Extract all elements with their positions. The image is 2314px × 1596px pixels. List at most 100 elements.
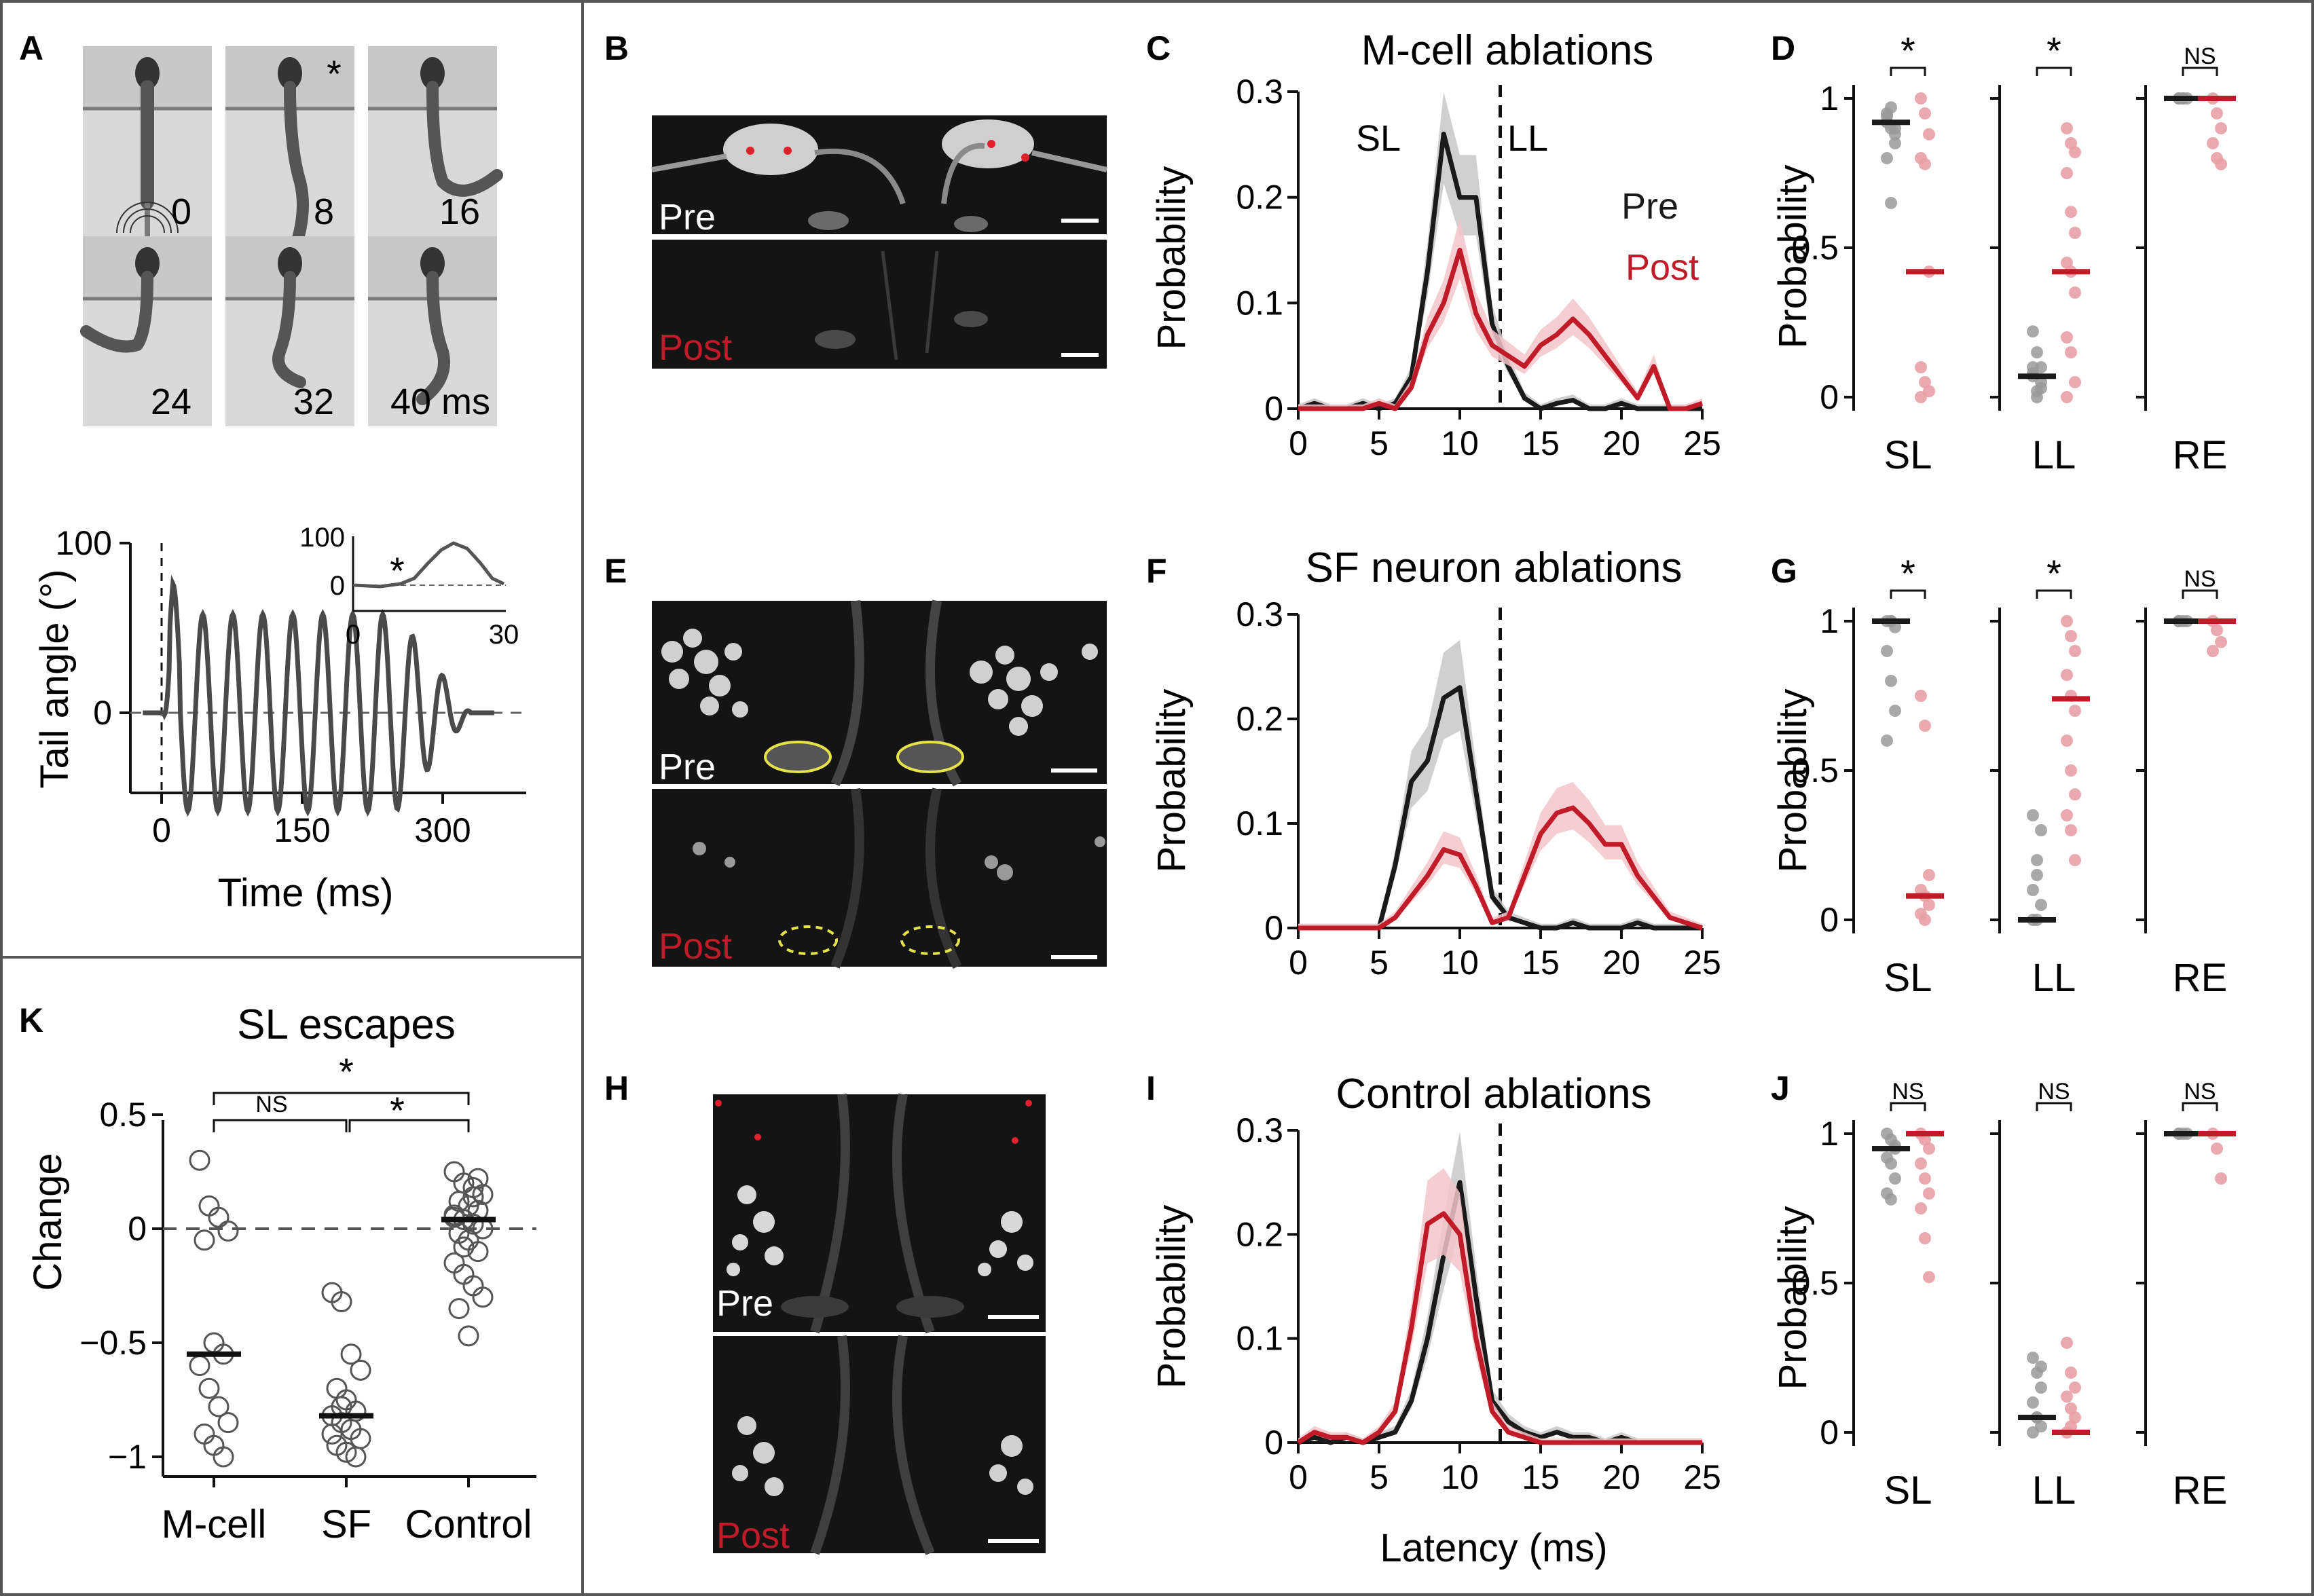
hist-xtick-label: 20: [1602, 1458, 1640, 1496]
pre-dot: [2027, 809, 2039, 821]
inset-trace: [354, 541, 505, 589]
post-dot: [2211, 624, 2223, 637]
dot-ytick-label: 0: [1820, 1413, 1839, 1451]
dot-ylabel: Probability: [1771, 1206, 1815, 1390]
tail-xtick: 300: [414, 811, 471, 849]
post-dot: [1923, 128, 1935, 141]
pre-dot: [2027, 1396, 2039, 1409]
post-dot: [2061, 391, 2073, 403]
dot-ytick-label: 1: [1820, 602, 1839, 640]
k-data-point: [213, 1446, 234, 1468]
hist-title: Control ablations: [1336, 1071, 1651, 1117]
post-dot: [1919, 914, 1931, 926]
hist-xtick-label: 5: [1370, 944, 1389, 982]
k-bracket-right: [348, 1119, 470, 1132]
post-dot: [2069, 854, 2081, 866]
k-data-point: [448, 1298, 470, 1320]
inset-xtick: 0: [346, 620, 361, 650]
k-data-point: [345, 1446, 367, 1468]
k-data-point: [462, 1186, 484, 1208]
frame-time-label: 16: [439, 191, 480, 232]
post-dot: [1923, 1271, 1935, 1284]
k-sig-top: *: [339, 1050, 354, 1093]
dot-category-label: LL: [2032, 433, 2076, 477]
post-dot: [2207, 137, 2219, 149]
post-dot: [2069, 227, 2081, 239]
pre-dot: [2031, 346, 2043, 358]
dot-category-label: LL: [2032, 1468, 2076, 1513]
pre-dot: [1885, 197, 1897, 209]
post-dot: [1923, 899, 1935, 911]
frame-time-label: 8: [314, 191, 334, 232]
k-data-point: [217, 1220, 239, 1242]
pre-dot: [1881, 152, 1893, 164]
region-ll-label: LL: [1507, 118, 1548, 159]
post-dot: [2065, 1367, 2077, 1379]
pre-dot: [2027, 1352, 2039, 1364]
post-dot: [2069, 376, 2081, 388]
post-dot: [2065, 764, 2077, 777]
significance-label: *: [1900, 552, 1915, 595]
k-data-point: [208, 1396, 229, 1417]
significance-bracket: [2182, 589, 2218, 599]
hist-ytick-label: 0.3: [1236, 73, 1283, 111]
imaging-panel-e: Pre Post: [652, 599, 1107, 969]
inset-ytick: 0: [330, 571, 345, 601]
k-group-label: M-cell: [162, 1502, 267, 1546]
hist-xtick-label: 20: [1602, 424, 1640, 462]
post-dot: [2061, 1390, 2073, 1403]
post-dot: [1923, 869, 1935, 881]
k-data-point: [203, 1332, 225, 1354]
k-data-point: [198, 1195, 220, 1217]
significance-bracket: [2036, 67, 2072, 76]
post-dot: [2215, 122, 2227, 134]
sem-band-post: [1298, 217, 1702, 409]
panel-letter-c: C: [1146, 29, 1171, 67]
post-dot: [2065, 824, 2077, 836]
post-dot: [1919, 720, 1931, 732]
k-data-point: [350, 1359, 371, 1381]
pre-dot: [2031, 869, 2043, 881]
post-dot: [1923, 1187, 1935, 1200]
pre-dot: [1889, 122, 1901, 134]
tail-xtick: 150: [274, 811, 330, 849]
pre-dot: [2031, 391, 2043, 403]
tail-xlabel: Time (ms): [218, 871, 394, 915]
post-dot: [2061, 735, 2073, 747]
hist-ytick-label: 0.2: [1236, 1215, 1283, 1253]
significance-label: NS: [2184, 43, 2216, 69]
k-data-point: [194, 1423, 215, 1445]
post-dot: [2065, 346, 2077, 358]
sl-escape-change-plot: SL escapes Change * NS * 0.5 0 −0.5 −1 M-cel…: [26, 1001, 536, 1546]
dot-ytick-label: 1: [1820, 79, 1839, 117]
k-sig-right: *: [390, 1089, 405, 1132]
hist-xtick-label: 10: [1441, 944, 1479, 982]
k-data-point: [462, 1275, 484, 1297]
post-dot: [2069, 645, 2081, 657]
significance-label: NS: [2038, 1079, 2070, 1105]
k-ytick-label: −0.5: [79, 1324, 147, 1362]
post-dot: [2211, 1143, 2223, 1155]
dot-ylabel: Probability: [1771, 689, 1815, 873]
tail-ytick: 0: [93, 694, 112, 732]
hist-xlabel: Latency (ms): [1380, 1526, 1607, 1570]
post-dot: [2215, 157, 2227, 170]
tail-angle-trace: [143, 574, 494, 817]
significance-bracket: [2036, 589, 2072, 599]
k-bracket-left: [213, 1119, 348, 1132]
k-data-point: [458, 1325, 479, 1347]
tail-xtick: 0: [152, 811, 171, 849]
dot-category-label: SL: [1884, 433, 1932, 477]
k-data-point: [335, 1441, 357, 1463]
post-dot: [1915, 92, 1927, 105]
significance-label: NS: [2184, 566, 2216, 592]
post-dot: [1915, 690, 1927, 702]
sem-band-post: [1298, 781, 1702, 928]
k-data-point: [443, 1161, 465, 1183]
post-dot: [2215, 1172, 2227, 1185]
post-dot: [2065, 1420, 2077, 1433]
post-dot: [2069, 286, 2081, 299]
dot-ytick-label: 0: [1820, 901, 1839, 939]
k-data-point: [198, 1377, 220, 1399]
